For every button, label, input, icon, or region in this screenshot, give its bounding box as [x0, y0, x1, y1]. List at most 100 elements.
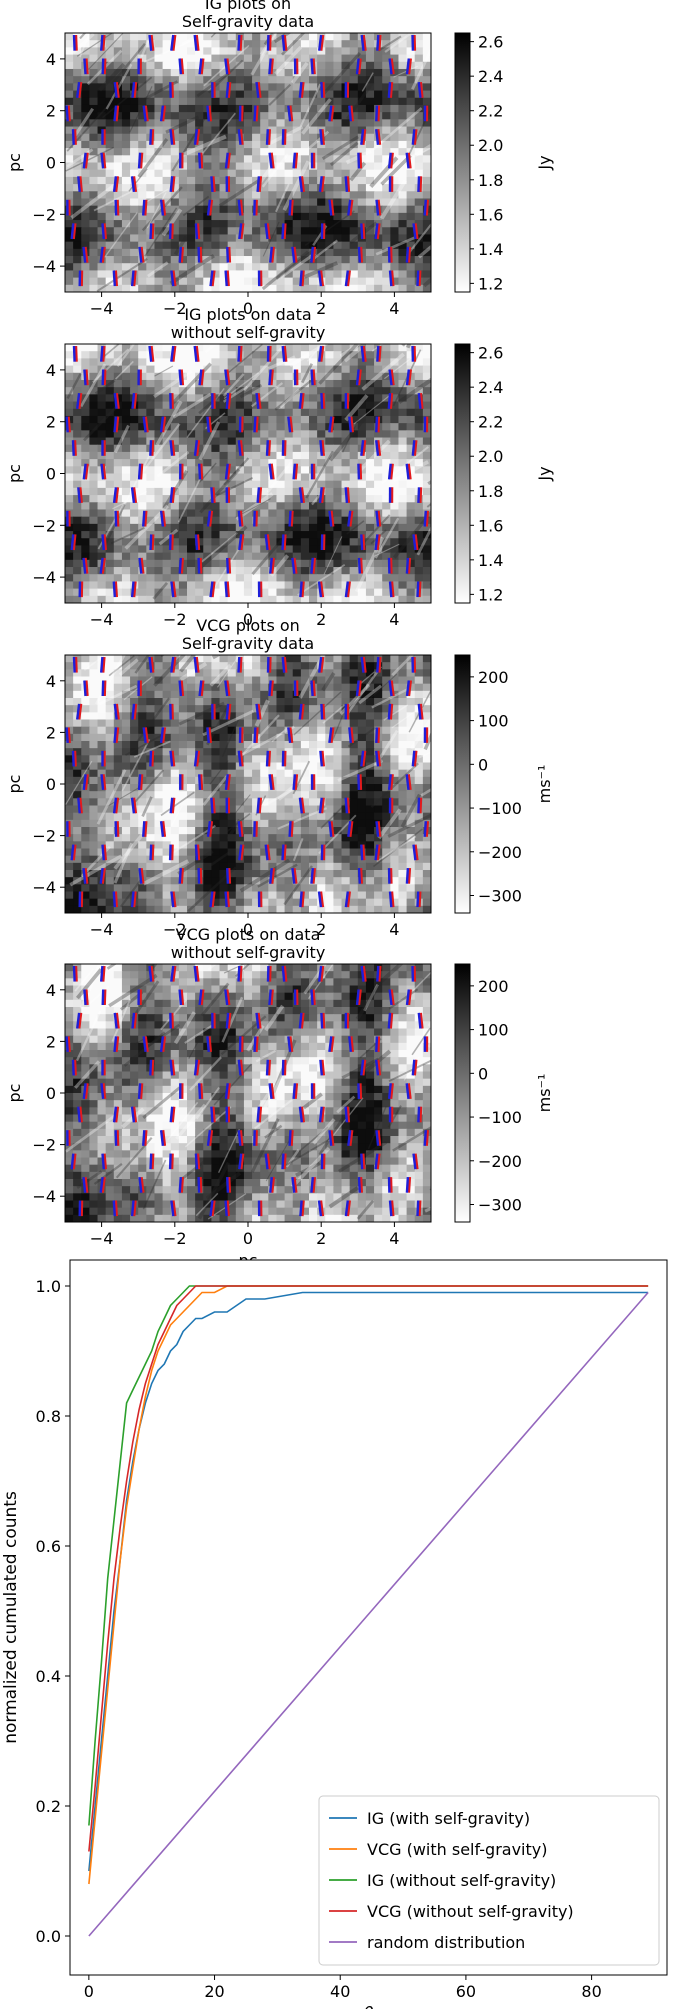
heatmap-cell — [341, 415, 351, 424]
heatmap-cell — [178, 552, 188, 561]
heatmap-cell — [292, 726, 302, 735]
heatmap-cell — [154, 698, 164, 706]
heatmap-cell — [227, 61, 237, 70]
heatmap-cell — [130, 76, 139, 84]
texture-streak — [153, 369, 193, 398]
heatmap-cell — [382, 351, 391, 359]
heatmap-cell — [73, 169, 82, 178]
heatmap-cell — [121, 791, 131, 799]
heatmap-cell — [203, 220, 212, 228]
heatmap-cell — [97, 387, 107, 395]
heatmap-cell — [187, 487, 196, 496]
heatmap-cell — [414, 54, 424, 63]
heatmap-cell — [105, 97, 115, 106]
heatmap-cell — [349, 531, 359, 539]
heatmap-cell — [219, 444, 229, 453]
heatmap-cell — [227, 516, 237, 525]
heatmap-cell — [268, 112, 278, 120]
heatmap-cell — [284, 176, 294, 185]
texture-streak — [341, 418, 360, 453]
heatmap-cell — [121, 588, 131, 597]
heatmap-cell — [211, 155, 221, 164]
heatmap-cell — [89, 502, 99, 511]
heatmap-cell — [333, 430, 343, 439]
heatmap-cell — [382, 387, 391, 395]
field-vector — [357, 557, 361, 574]
heatmap-cell — [235, 581, 245, 590]
heatmap-cell — [292, 755, 302, 764]
heatmap-cell — [292, 769, 302, 778]
heatmap-cell — [130, 733, 139, 742]
gradient-vector — [211, 581, 216, 598]
heatmap-cell — [325, 248, 334, 257]
heatmap-cell — [105, 184, 115, 192]
heatmap-cell — [162, 776, 172, 785]
heatmap-cell — [300, 719, 310, 728]
texture-streak — [79, 33, 91, 58]
heatmap-cell — [317, 516, 326, 525]
heatmap-cell — [357, 97, 367, 106]
gradient-vector — [228, 557, 232, 574]
y-tick-label: 0 — [46, 154, 56, 173]
heatmap-cell — [162, 437, 172, 446]
heatmap-cell — [333, 401, 343, 410]
colorbar-tick-label: 1.8 — [478, 171, 503, 190]
heatmap-cell — [374, 581, 383, 590]
heatmap-cell — [333, 372, 343, 381]
heatmap-cell — [203, 358, 212, 367]
heatmap-cell — [130, 459, 139, 467]
heatmap-cell — [154, 205, 164, 214]
heatmap-cell — [341, 545, 351, 554]
heatmap-cell — [414, 112, 424, 120]
gradient-vector — [293, 557, 298, 574]
heatmap-cell — [390, 741, 400, 749]
heatmap-cell — [374, 284, 383, 292]
heatmap-cell — [154, 148, 164, 156]
heatmap-cell — [243, 690, 253, 699]
heatmap-cell — [276, 430, 286, 439]
heatmap-cell — [121, 365, 131, 374]
heatmap-cell — [252, 690, 261, 699]
heatmap-cell — [73, 104, 82, 113]
gradient-vector — [321, 129, 325, 145]
field-vector — [210, 487, 214, 503]
heatmap-cell — [235, 769, 245, 778]
heatmap-cell — [65, 523, 74, 532]
heatmap-cell — [284, 184, 294, 192]
heatmap-cell — [187, 523, 196, 532]
heatmap-cell — [309, 90, 318, 99]
heatmap-cell — [406, 444, 416, 453]
gradient-vector — [226, 58, 231, 75]
heatmap-cell — [398, 47, 408, 56]
heatmap-cell — [260, 126, 269, 135]
heatmap-cell — [365, 791, 375, 799]
heatmap-cell — [284, 401, 294, 410]
heatmap-cell — [203, 567, 212, 575]
heatmap-cell — [89, 776, 99, 785]
heatmap-cell — [406, 719, 416, 728]
heatmap-cell — [130, 509, 139, 518]
colorbar-tick-label: 1.6 — [478, 516, 503, 535]
heatmap-cell — [317, 68, 326, 77]
gradient-vector — [84, 152, 89, 169]
heatmap-cell — [398, 33, 408, 41]
field-vector — [169, 129, 174, 145]
heatmap-cell — [374, 365, 383, 374]
field-vector — [137, 152, 142, 169]
heatmap-cell — [211, 184, 221, 192]
heatmap-cell — [97, 798, 107, 807]
heatmap-cell — [227, 401, 237, 410]
field-vector — [298, 176, 303, 193]
heatmap-cell — [105, 516, 115, 525]
heatmap-cell — [260, 415, 269, 424]
heatmap-cell — [73, 220, 82, 228]
heatmap-cell — [349, 451, 359, 460]
heatmap-cell — [300, 588, 310, 597]
heatmap-cell — [300, 791, 310, 799]
heatmap-cell — [374, 140, 383, 149]
heatmap-cell — [365, 487, 375, 496]
heatmap-cell — [138, 212, 147, 221]
heatmap-cell — [268, 437, 278, 446]
heatmap-cell — [113, 263, 123, 272]
heatmap-cell — [260, 719, 269, 728]
